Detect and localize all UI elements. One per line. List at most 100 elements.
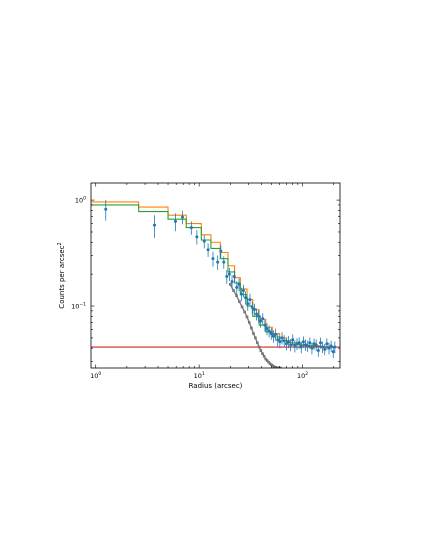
source-model-point [238, 300, 241, 303]
x-tick-label-exponent: 2 [305, 371, 308, 377]
data-point [246, 302, 250, 306]
x-tick-label: 102 [297, 371, 308, 380]
data-point [301, 340, 305, 344]
data-point [308, 341, 312, 345]
data-point [173, 219, 177, 223]
source-model-point [235, 294, 238, 298]
source-model-point [254, 336, 257, 340]
x-tick-label-base: 10 [194, 372, 202, 380]
source-model-point [267, 360, 270, 364]
source-model-point [261, 352, 264, 355]
data-point [189, 226, 193, 230]
data-point [219, 249, 223, 253]
step-series-0 [91, 201, 336, 348]
source-model-point [229, 283, 232, 286]
data-point [321, 345, 325, 349]
data-point [293, 344, 297, 348]
data-point [255, 312, 259, 316]
y-tick-label-base: 10 [71, 303, 79, 311]
data-point [278, 340, 282, 344]
x-axis-label: Radius (arcsec) [189, 382, 243, 390]
data-point [206, 248, 210, 252]
series-group [91, 200, 340, 368]
data-point [333, 345, 337, 349]
data-point [280, 336, 284, 340]
data-point [323, 347, 327, 351]
data-point [235, 285, 239, 289]
x-tick-label: 100 [90, 371, 101, 380]
data-point [216, 260, 220, 264]
x-tick-label-exponent: 0 [98, 371, 101, 377]
data-point [318, 341, 322, 345]
source-model-point [265, 359, 269, 362]
data-point [316, 349, 320, 353]
data-point [327, 346, 331, 350]
data-point [306, 344, 310, 348]
data-point [232, 274, 236, 278]
source-model-point [252, 332, 255, 335]
data-point [257, 314, 261, 318]
y-tick-label: 10−1 [71, 302, 86, 311]
data-point [291, 338, 295, 342]
data-point [271, 334, 275, 338]
x-tick-label: 101 [194, 371, 205, 380]
data-point [314, 343, 318, 347]
y-tick-label: 100 [75, 196, 86, 205]
data-point [239, 292, 243, 296]
source-model-point [243, 310, 246, 314]
source-model-point [240, 305, 244, 309]
source-model-point [257, 345, 261, 349]
data-point [297, 341, 301, 345]
data-point [282, 339, 286, 343]
data-point [195, 235, 199, 239]
data-point [265, 327, 269, 331]
axes-frame [90, 182, 341, 369]
data-point [222, 260, 226, 264]
data-point [244, 296, 248, 300]
source-model-point [250, 326, 253, 330]
data-point [180, 215, 184, 219]
data-point [289, 343, 293, 347]
data-point [331, 350, 335, 354]
data-point [310, 346, 314, 350]
x-tick-label-exponent: 1 [202, 371, 205, 377]
y-axis-label-superscript: 2 [57, 242, 63, 245]
data-point [299, 345, 303, 349]
data-point [263, 323, 267, 327]
source-model-point [232, 289, 235, 292]
source-model-point [264, 357, 267, 361]
data-point [248, 298, 252, 302]
data-point [237, 282, 241, 286]
plot-area [91, 200, 340, 368]
data-point [225, 274, 229, 278]
y-tick-label-exponent: 0 [83, 196, 86, 202]
data-point [269, 332, 273, 336]
data-point [252, 307, 256, 311]
data-point [211, 257, 215, 261]
data-point [250, 305, 254, 309]
source-model-point [259, 349, 263, 352]
data-point [153, 223, 157, 227]
y-axis-label-text: Counts per arcsec [58, 245, 66, 308]
data-point [230, 280, 234, 284]
y-tick-label-base: 10 [75, 197, 83, 205]
source-model-point [245, 315, 249, 319]
data-point [202, 239, 206, 243]
source-model-point [256, 341, 259, 345]
step-series-1 [91, 204, 336, 348]
data-point [276, 338, 280, 342]
data-point [329, 344, 333, 348]
source-model-point [247, 321, 251, 324]
data-point [227, 272, 231, 276]
data-point [325, 342, 329, 346]
y-axis-label: Counts per arcsec2 [57, 242, 66, 308]
data-point [261, 317, 265, 321]
data-point [241, 289, 245, 293]
y-tick-label-exponent: −1 [79, 302, 86, 308]
data-point [267, 329, 271, 333]
data-point [286, 340, 290, 344]
x-tick-label-base: 10 [297, 372, 305, 380]
data-point [259, 319, 263, 323]
